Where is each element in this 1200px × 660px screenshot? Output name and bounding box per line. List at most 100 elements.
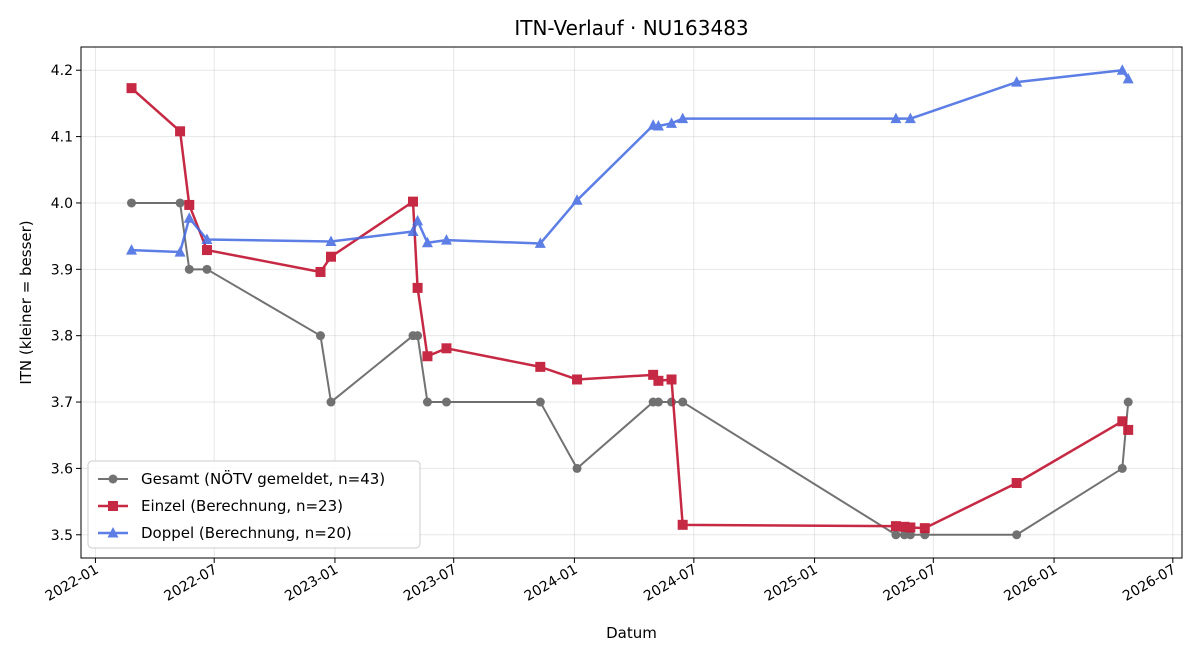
x-tick-label: 2025-01 — [762, 562, 821, 605]
series-layer — [126, 64, 1134, 540]
data-point — [126, 83, 137, 94]
x-tick-label: 2022-07 — [162, 562, 221, 605]
data-point — [441, 343, 452, 354]
data-point — [421, 236, 433, 248]
data-point — [653, 397, 663, 407]
data-point — [535, 361, 546, 372]
data-point — [174, 246, 186, 257]
legend-marker — [108, 474, 118, 484]
grid — [81, 47, 1182, 558]
y-tick-label: 3.6 — [51, 461, 73, 477]
data-point — [652, 119, 664, 131]
data-point — [653, 375, 664, 386]
data-point — [678, 397, 688, 407]
x-tick-label: 2023-01 — [282, 562, 341, 605]
data-point — [407, 225, 419, 236]
x-tick-label: 2023-07 — [401, 562, 460, 605]
data-point — [412, 282, 423, 293]
legend-label: Doppel (Berechnung, n=20) — [141, 524, 352, 542]
data-point — [677, 519, 688, 530]
y-tick-label: 4.0 — [51, 196, 73, 212]
plot-frame — [80, 46, 1183, 559]
data-point — [905, 530, 915, 540]
data-point — [666, 374, 677, 385]
data-point — [648, 369, 659, 380]
y-tick-label: 3.8 — [51, 329, 73, 345]
data-point — [666, 117, 678, 128]
data-point — [1123, 424, 1134, 435]
x-tick-label: 2024-07 — [641, 562, 700, 605]
data-point — [534, 237, 546, 248]
data-point — [1011, 76, 1023, 87]
data-point — [175, 198, 185, 208]
legend-label: Gesamt (NÖTV gemeldet, n=43) — [141, 469, 385, 488]
data-point — [1116, 64, 1128, 75]
data-point — [535, 397, 545, 407]
legend: Gesamt (NÖTV gemeldet, n=43) Einzel (Bere… — [87, 460, 421, 549]
y-tick-label: 4.1 — [51, 130, 73, 146]
data-point — [175, 126, 186, 137]
data-point — [422, 351, 433, 362]
data-point — [1012, 530, 1022, 540]
data-point — [315, 266, 326, 277]
data-point — [891, 530, 901, 540]
legend-entry — [98, 474, 128, 484]
data-point — [890, 521, 901, 532]
y-tick-label: 3.9 — [51, 262, 73, 278]
data-point — [315, 331, 325, 341]
data-point — [412, 214, 424, 226]
data-point — [572, 463, 582, 473]
data-point — [677, 112, 689, 124]
legend-entry — [98, 527, 128, 538]
series-line — [131, 68, 1130, 254]
data-point — [919, 523, 930, 534]
data-point — [1117, 416, 1128, 427]
y-tick-label: 3.7 — [51, 395, 73, 411]
data-point — [325, 235, 337, 246]
data-point — [183, 212, 195, 223]
series-square — [126, 83, 1134, 534]
data-point — [408, 196, 419, 207]
x-tick-label: 2025-07 — [881, 562, 940, 605]
x-tick-label: 2024-01 — [522, 562, 581, 605]
series-circle — [127, 198, 1133, 540]
data-point — [326, 397, 336, 407]
data-point — [1117, 463, 1127, 473]
y-axis-label: ITN (kleiner = besser) — [17, 220, 35, 384]
data-point — [325, 251, 336, 262]
legend-entry — [98, 501, 128, 511]
legend-marker — [107, 527, 119, 538]
data-point — [413, 331, 423, 341]
data-point — [572, 374, 583, 385]
data-point — [184, 199, 195, 210]
data-point — [1123, 397, 1133, 407]
chart-title: ITN-Verlauf · NU163483 — [514, 16, 748, 40]
data-point — [904, 112, 916, 124]
x-tick-label: 2026-07 — [1120, 562, 1179, 605]
legend-label: Einzel (Berechnung, n=23) — [141, 497, 343, 515]
data-point — [201, 233, 213, 244]
y-tick-label: 4.2 — [51, 63, 73, 79]
x-axis-label: Datum — [606, 624, 657, 642]
data-point — [127, 198, 137, 208]
series-triangle — [126, 64, 1134, 257]
data-point — [1122, 72, 1134, 84]
data-point — [422, 397, 432, 407]
data-point — [1011, 478, 1022, 489]
legend-marker — [108, 501, 118, 511]
data-point — [201, 245, 212, 256]
x-tick-label: 2022-01 — [43, 562, 102, 605]
data-point — [441, 397, 451, 407]
data-point — [890, 112, 902, 124]
data-point — [202, 264, 212, 274]
data-point — [440, 234, 452, 245]
data-point — [905, 522, 916, 533]
data-point — [126, 244, 138, 255]
data-point — [184, 264, 194, 274]
x-tick-label: 2026-01 — [1001, 562, 1060, 605]
y-tick-label: 3.5 — [51, 528, 73, 544]
legend-box — [87, 460, 421, 549]
data-point — [899, 521, 910, 532]
data-point — [571, 194, 583, 205]
